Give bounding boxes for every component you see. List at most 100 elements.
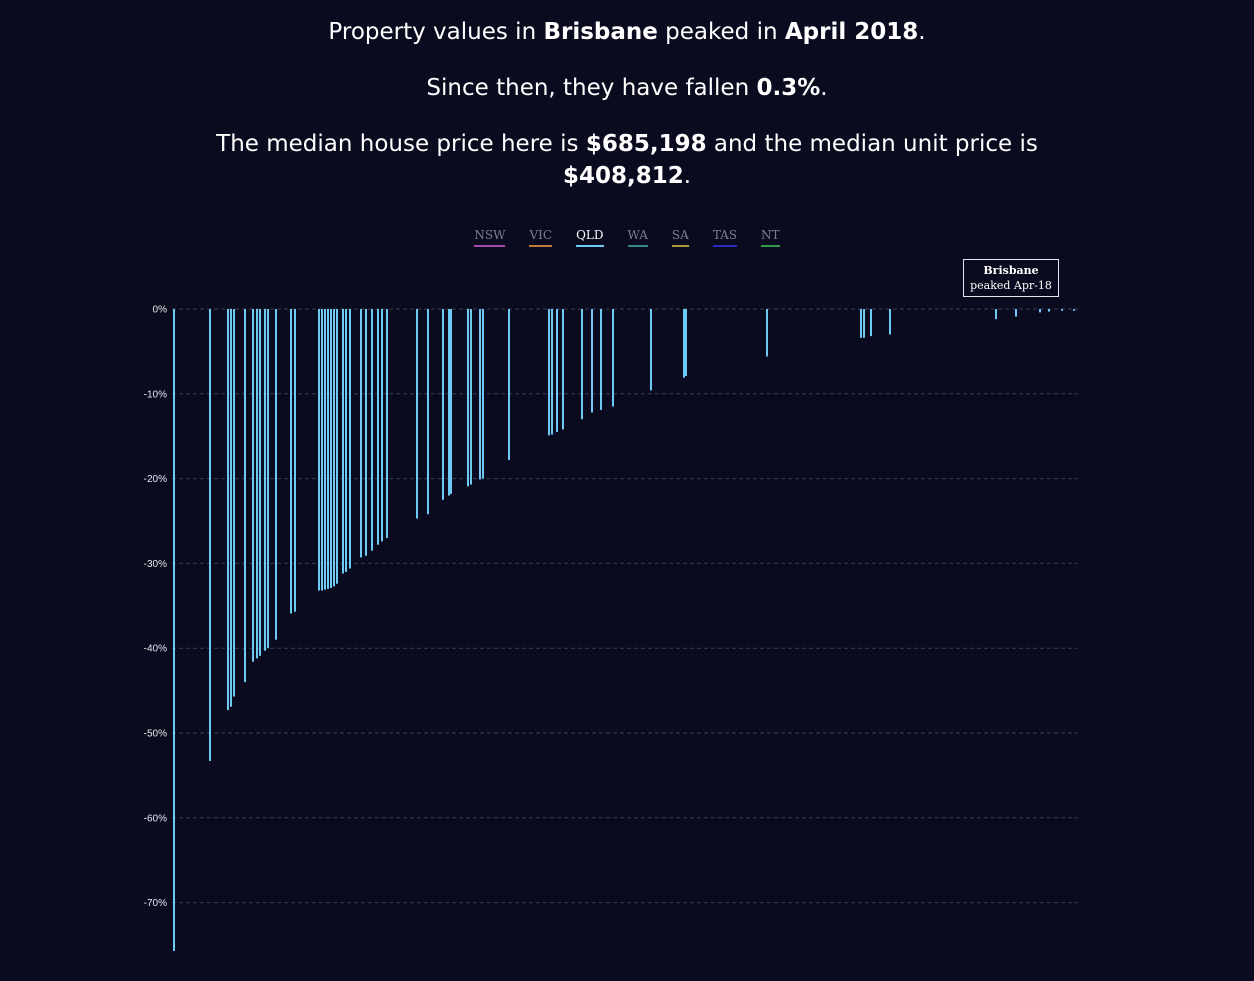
bar[interactable] bbox=[371, 309, 373, 551]
bar[interactable] bbox=[870, 309, 872, 337]
bar[interactable] bbox=[386, 309, 388, 538]
bar[interactable] bbox=[377, 309, 379, 545]
tab-sa[interactable]: SA bbox=[671, 228, 689, 250]
bar[interactable] bbox=[416, 309, 418, 519]
bar[interactable] bbox=[336, 309, 338, 584]
callout-title: Brisbane bbox=[983, 264, 1039, 277]
bar[interactable] bbox=[683, 309, 685, 378]
bar[interactable] bbox=[233, 309, 235, 697]
bar[interactable] bbox=[1039, 309, 1041, 313]
bar[interactable] bbox=[1015, 309, 1017, 317]
bar[interactable] bbox=[267, 309, 269, 649]
bar[interactable] bbox=[508, 309, 510, 460]
bar[interactable] bbox=[324, 309, 326, 590]
bar[interactable] bbox=[448, 309, 450, 496]
bar[interactable] bbox=[766, 309, 768, 357]
median-unit-price: $408,812 bbox=[562, 163, 684, 189]
tab-underline bbox=[627, 245, 648, 247]
city-name: Brisbane bbox=[543, 19, 658, 45]
bar[interactable] bbox=[365, 309, 367, 556]
peak-callout: Brisbane peaked Apr-18 bbox=[963, 259, 1059, 297]
bar[interactable] bbox=[381, 309, 383, 542]
bar[interactable] bbox=[427, 309, 429, 515]
bar[interactable] bbox=[591, 309, 593, 413]
bar[interactable] bbox=[256, 309, 258, 659]
tab-wa[interactable]: WA bbox=[627, 228, 648, 250]
y-tick-label: -40% bbox=[144, 644, 167, 655]
bar[interactable] bbox=[863, 309, 865, 338]
tab-label: NSW bbox=[474, 228, 506, 242]
fall-percent: 0.3% bbox=[756, 75, 821, 101]
bar[interactable] bbox=[264, 309, 266, 651]
tab-label: WA bbox=[627, 228, 648, 242]
bar[interactable] bbox=[294, 309, 296, 612]
headline-text: and the median unit price is bbox=[706, 131, 1038, 157]
tab-nt[interactable]: NT bbox=[761, 228, 780, 250]
bar[interactable] bbox=[581, 309, 583, 420]
bar[interactable] bbox=[321, 309, 323, 591]
bar[interactable] bbox=[1073, 309, 1075, 311]
tab-underline bbox=[712, 245, 738, 247]
bar[interactable] bbox=[342, 309, 344, 574]
bar[interactable] bbox=[889, 309, 891, 335]
bar[interactable] bbox=[333, 309, 335, 587]
bar[interactable] bbox=[230, 309, 232, 707]
bar[interactable] bbox=[360, 309, 362, 558]
bar[interactable] bbox=[482, 309, 484, 479]
bar[interactable] bbox=[327, 309, 329, 589]
bar[interactable] bbox=[600, 309, 602, 410]
tab-label: NT bbox=[761, 228, 780, 242]
bar[interactable] bbox=[548, 309, 550, 436]
bar[interactable] bbox=[173, 309, 175, 951]
bar[interactable] bbox=[290, 309, 292, 614]
bar[interactable] bbox=[562, 309, 564, 430]
tab-tas[interactable]: TAS bbox=[712, 228, 738, 250]
bar[interactable] bbox=[467, 309, 469, 487]
bar[interactable] bbox=[330, 309, 332, 588]
headline-peak: Property values in Brisbane peaked in Ap… bbox=[150, 16, 1104, 48]
bar[interactable] bbox=[252, 309, 254, 662]
bar[interactable] bbox=[1061, 309, 1063, 311]
tab-vic[interactable]: VIC bbox=[529, 228, 553, 250]
bar[interactable] bbox=[470, 309, 472, 485]
tab-underline bbox=[761, 245, 780, 247]
headline-text: . bbox=[683, 163, 692, 189]
tab-qld[interactable]: QLD bbox=[576, 228, 604, 250]
callout-subtitle: peaked Apr-18 bbox=[970, 279, 1052, 292]
tab-underline bbox=[576, 245, 604, 247]
bar[interactable] bbox=[227, 309, 229, 711]
bar[interactable] bbox=[551, 309, 553, 435]
bar[interactable] bbox=[442, 309, 444, 500]
bar[interactable] bbox=[259, 309, 261, 656]
headline-median: The median house price here is $685,198 … bbox=[200, 128, 1054, 192]
peak-date: April 2018 bbox=[784, 19, 919, 45]
bar[interactable] bbox=[1048, 309, 1050, 312]
bar[interactable] bbox=[318, 309, 320, 591]
bar[interactable] bbox=[556, 309, 558, 432]
tab-label: VIC bbox=[529, 228, 553, 242]
tab-label: QLD bbox=[576, 228, 604, 242]
bar[interactable] bbox=[479, 309, 481, 480]
bar[interactable] bbox=[685, 309, 687, 376]
y-tick-label: -70% bbox=[144, 898, 167, 909]
headline-text: peaked in bbox=[657, 19, 785, 45]
y-tick-label: -20% bbox=[144, 474, 167, 485]
bar[interactable] bbox=[860, 309, 862, 338]
bar[interactable] bbox=[244, 309, 246, 683]
tab-underline bbox=[529, 245, 553, 247]
bar[interactable] bbox=[650, 309, 652, 391]
headline-text: Since then, they have fallen bbox=[426, 75, 757, 101]
headline-text: The median house price here is bbox=[216, 131, 586, 157]
bar[interactable] bbox=[345, 309, 347, 572]
bar[interactable] bbox=[995, 309, 997, 320]
y-tick-label: -10% bbox=[144, 389, 167, 400]
bar[interactable] bbox=[209, 309, 211, 761]
bar[interactable] bbox=[275, 309, 277, 640]
median-house-price: $685,198 bbox=[585, 131, 707, 157]
tab-nsw[interactable]: NSW bbox=[474, 228, 506, 250]
headline-fall: Since then, they have fallen 0.3%. bbox=[150, 72, 1104, 104]
bar[interactable] bbox=[612, 309, 614, 407]
bar[interactable] bbox=[450, 309, 452, 494]
bar[interactable] bbox=[349, 309, 351, 569]
